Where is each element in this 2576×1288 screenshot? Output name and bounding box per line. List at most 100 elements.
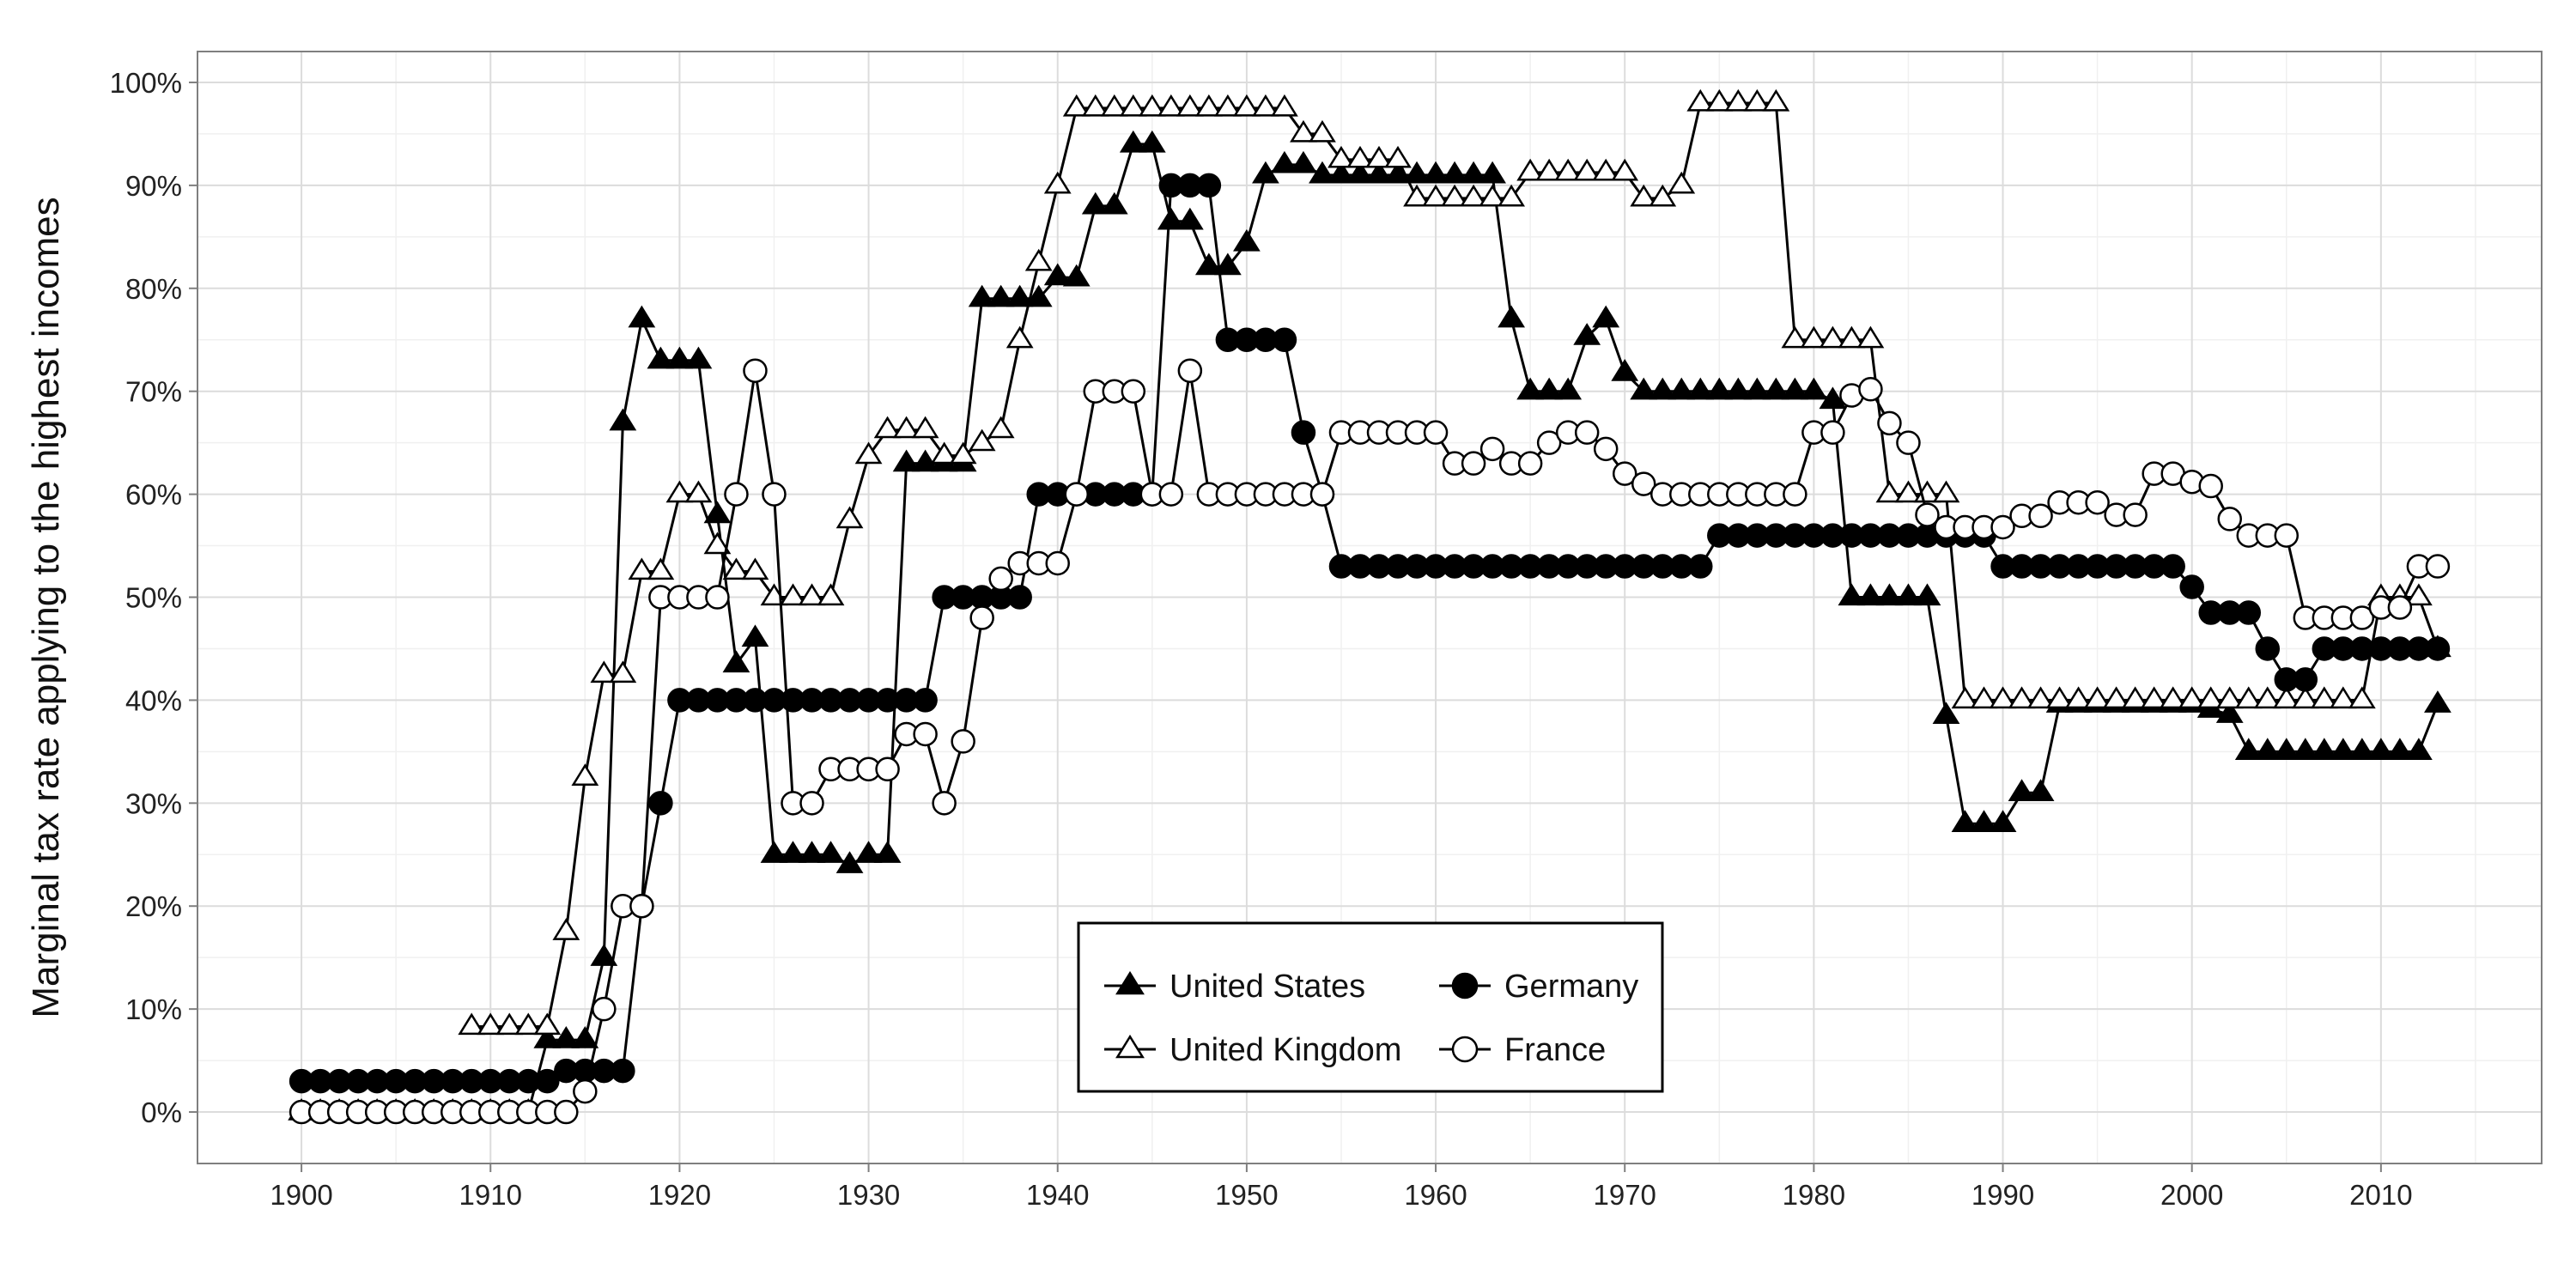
data-point-france [1517,451,1543,476]
data-point-united-states [2405,738,2433,761]
data-point-united-states [2253,738,2281,761]
data-point-united-states [1649,377,1677,400]
data-point-france [1783,482,1807,507]
data-point-united-kingdom [1252,94,1279,117]
data-point-united-states [1498,305,1526,328]
data-point-united-kingdom [1573,158,1601,181]
data-point-united-states [684,346,713,369]
data-point-united-states [1309,161,1336,184]
data-point-united-states [987,284,1015,307]
series-united-kingdom [458,88,2451,1036]
data-point-united-kingdom [2064,686,2093,709]
data-point-united-kingdom [1233,94,1261,117]
data-point-france [1121,379,1146,404]
data-point-united-states [798,841,826,863]
data-point-united-kingdom [798,583,826,606]
data-point-france [1612,461,1637,486]
series-france [289,358,2451,1125]
data-point-united-kingdom [1384,145,1412,168]
data-point-united-states [1989,810,2017,832]
y-axis-title: Marginal tax rate applying to the highes… [25,197,67,1018]
data-point-france [705,585,730,610]
data-point-united-kingdom [1194,94,1223,117]
data-point-united-states [1705,377,1734,400]
data-point-france [932,791,957,816]
data-point-united-states [1800,377,1828,400]
data-point-united-states [1290,150,1317,173]
data-point-united-kingdom [1630,184,1658,207]
data-point-united-states [1516,377,1545,400]
legend-item-united-states: United States [1104,969,1365,1005]
data-point-united-kingdom [1535,158,1564,181]
data-point-germany [1272,327,1297,352]
data-point-united-kingdom [2121,686,2149,709]
data-point-united-kingdom [628,557,656,580]
data-point-france [1896,430,1921,455]
data-point-united-kingdom [2348,686,2376,709]
data-point-united-states [2234,738,2263,761]
data-point-united-states [2348,738,2376,761]
data-point-france [2217,507,2242,532]
data-point-united-states [1951,810,1979,832]
data-point-united-kingdom [1743,88,1771,112]
legend-item-germany: Germany [1439,969,1638,1005]
data-point-france [2123,502,2148,527]
data-point-united-kingdom [571,763,599,786]
data-point-united-states [1441,161,1468,184]
data-point-france [951,729,975,754]
data-point-france [1915,502,1940,527]
data-point-france [1158,482,1184,507]
data-point-united-kingdom [1516,158,1545,181]
data-point-united-kingdom [1894,480,1923,503]
data-point-united-kingdom [854,441,883,465]
data-point-united-kingdom [835,506,864,529]
data-point-united-kingdom [1611,158,1639,181]
x-tick-label: 1910 [459,1179,522,1211]
data-point-united-kingdom [1819,325,1847,349]
plot-frame [197,51,2543,1164]
data-point-united-kingdom [1686,88,1715,112]
data-point-france [592,996,617,1022]
data-point-france [1045,550,1070,576]
data-point-united-kingdom [2159,686,2187,709]
data-point-france [1177,358,1203,383]
x-tick-label: 1990 [1971,1179,2034,1211]
data-point-united-kingdom [1460,184,1487,207]
data-point-united-states [1005,284,1034,307]
data-point-united-states [703,501,732,524]
data-point-united-states [1062,264,1091,287]
data-point-united-states [1913,583,1941,606]
data-point-united-states [911,449,939,472]
data-point-united-states [1327,161,1355,184]
data-point-united-kingdom [892,416,920,439]
data-point-united-kingdom [1365,145,1393,168]
x-tick-label: 1970 [1594,1179,1656,1211]
data-point-united-kingdom [1213,94,1242,117]
y-tick-label: 90% [125,170,182,202]
data-point-united-kingdom [514,1012,543,1036]
data-point-united-states [1970,810,1998,832]
data-point-united-kingdom [779,583,807,606]
data-point-united-kingdom [1875,480,1904,503]
legend: United States Germany United Kingdom France [1077,921,1664,1093]
data-point-france [554,1099,579,1125]
data-point-germany [2425,636,2451,661]
y-tick-label: 70% [125,376,182,408]
data-point-france [2198,473,2223,499]
data-point-united-kingdom [684,480,713,503]
data-point-united-kingdom [968,428,996,452]
data-point-united-kingdom [1403,184,1431,207]
data-point-united-kingdom [477,1012,505,1036]
data-point-france [1858,377,1883,402]
data-point-united-kingdom [722,557,750,580]
data-point-united-kingdom [590,660,618,683]
data-point-united-kingdom [2178,686,2206,709]
data-point-france [762,482,787,507]
data-point-united-kingdom [2140,686,2168,709]
x-tick-label: 1980 [1783,1179,1845,1211]
data-point-united-kingdom [1649,184,1677,207]
data-point-united-states [590,944,618,966]
x-tick-label: 2010 [2349,1179,2412,1211]
data-point-united-kingdom [741,557,769,580]
data-point-united-kingdom [1800,325,1828,349]
